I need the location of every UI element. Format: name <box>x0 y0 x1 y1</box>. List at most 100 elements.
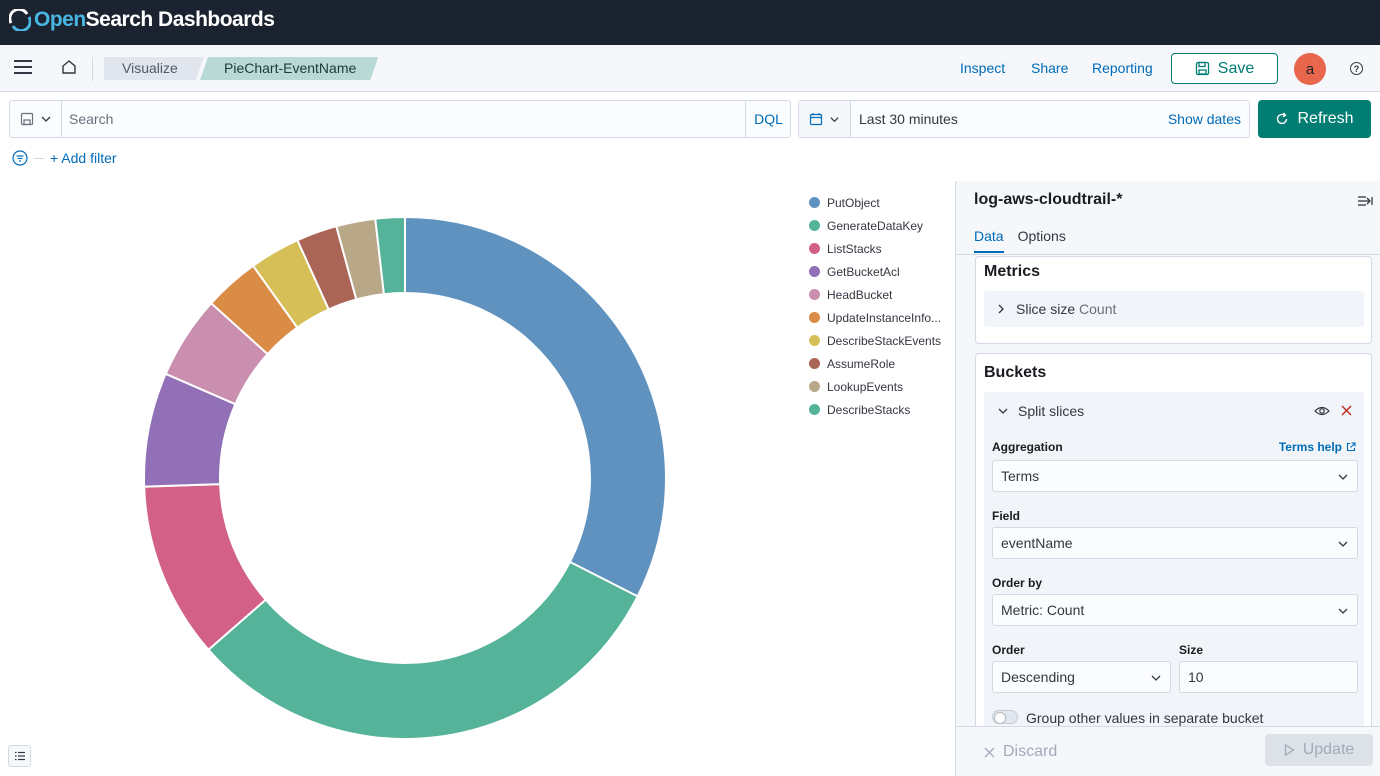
calendar-icon <box>809 113 823 126</box>
update-button[interactable]: Update <box>1265 734 1373 766</box>
help-icon[interactable]: ? <box>1350 62 1363 75</box>
index-pattern-title: log-aws-cloudtrail-* <box>974 191 1123 208</box>
order-select[interactable]: Descending <box>992 661 1171 693</box>
legend-swatch[interactable] <box>809 358 820 369</box>
metrics-title: Metrics <box>984 263 1041 280</box>
order-by-select[interactable]: Metric: Count <box>992 594 1358 626</box>
legend-swatch[interactable] <box>809 243 820 254</box>
aggregation-select[interactable]: Terms <box>992 460 1358 492</box>
add-filter-link[interactable]: + Add filter <box>50 150 117 166</box>
nav-divider <box>92 57 93 81</box>
legend-item[interactable]: HeadBucket <box>809 283 949 306</box>
refresh-label: Refresh <box>1297 110 1354 127</box>
legend-item[interactable]: UpdateInstanceInfo... <box>809 306 949 329</box>
time-picker: Last 30 minutes Show dates <box>798 100 1250 138</box>
saved-query-icon <box>20 112 33 126</box>
time-range-label[interactable]: Last 30 minutes <box>859 111 958 127</box>
legend-label: UpdateInstanceInfo... <box>827 310 942 325</box>
aggregation-label: Aggregation <box>992 440 1063 454</box>
legend-swatch[interactable] <box>809 335 820 346</box>
save-button[interactable]: Save <box>1171 53 1278 84</box>
discard-label: Discard <box>1003 743 1058 760</box>
chevron-down-icon <box>1151 675 1161 681</box>
legend-label: DescribeStacks <box>827 402 911 417</box>
chart-legend: PutObject GenerateDataKey ListStacks GetBuc… <box>809 191 949 421</box>
opensearch-logo[interactable]: OpenSearch Dashboards <box>9 8 275 32</box>
discard-button[interactable]: Discard <box>984 743 1057 761</box>
legend-swatch[interactable] <box>809 404 820 415</box>
show-dates-link[interactable]: Show dates <box>1167 111 1241 127</box>
legend-swatch[interactable] <box>809 266 820 277</box>
legend-item[interactable]: DescribeStackEvents <box>809 329 949 352</box>
menu-icon[interactable] <box>14 60 32 76</box>
saved-query-button[interactable] <box>10 101 62 137</box>
legend-swatch[interactable] <box>809 197 820 208</box>
size-value: 10 <box>1188 669 1204 685</box>
save-icon <box>1195 61 1209 76</box>
sidebar-tabs: Data Options <box>974 228 1066 253</box>
split-slices-label[interactable]: Split slices <box>1018 403 1085 419</box>
filter-options-icon[interactable] <box>12 150 28 166</box>
size-input[interactable]: 10 <box>1179 661 1358 693</box>
editor-sidebar: log-aws-cloudtrail-* Data Options Metric… <box>955 181 1380 776</box>
quick-select-button[interactable] <box>799 101 851 137</box>
pie-slice-10[interactable] <box>374 215 406 296</box>
query-language-button[interactable]: DQL <box>745 101 791 137</box>
tab-data[interactable]: Data <box>974 228 1004 253</box>
remove-icon[interactable] <box>1341 405 1352 416</box>
reporting-link[interactable]: Reporting <box>1092 60 1153 76</box>
legend-toggle-button[interactable] <box>8 745 31 767</box>
refresh-button[interactable]: Refresh <box>1258 100 1371 138</box>
legend-item[interactable]: LookupEvents <box>809 375 949 398</box>
filter-row: + Add filter <box>12 148 117 168</box>
avatar[interactable]: a <box>1294 53 1326 85</box>
aggregation-value: Terms <box>1001 468 1040 484</box>
share-link[interactable]: Share <box>1031 60 1069 76</box>
field-label: Field <box>992 509 1021 523</box>
filter-divider <box>34 157 44 159</box>
legend-label: DescribeStackEvents <box>827 333 942 348</box>
chevron-down-icon <box>1338 541 1348 547</box>
legend-item[interactable]: GetBucketAcl <box>809 260 949 283</box>
top-header: OpenSearch Dashboards <box>0 0 1380 45</box>
tab-options[interactable]: Options <box>1017 228 1066 244</box>
legend-item[interactable]: AssumeRole <box>809 352 949 375</box>
tabs-divider <box>956 254 1380 255</box>
legend-item[interactable]: GenerateDataKey <box>809 214 949 237</box>
play-icon <box>1284 744 1295 756</box>
group-other-switch[interactable] <box>992 710 1018 724</box>
legend-swatch[interactable] <box>809 381 820 392</box>
save-label: Save <box>1217 59 1255 77</box>
eye-icon[interactable] <box>1314 404 1330 418</box>
slice-size-accordion[interactable]: Slice size Count <box>984 291 1364 327</box>
breadcrumb-visualize[interactable]: Visualize <box>104 57 204 80</box>
legend-swatch[interactable] <box>809 220 820 231</box>
opensearch-mark-icon <box>9 9 31 31</box>
chevron-down-icon <box>41 116 50 122</box>
pie-chart[interactable] <box>0 181 800 776</box>
legend-swatch[interactable] <box>809 289 820 300</box>
home-icon[interactable] <box>60 58 78 76</box>
order-label: Order <box>992 643 1025 657</box>
legend-label: LookupEvents <box>827 379 904 394</box>
legend-item[interactable]: DescribeStacks <box>809 398 949 421</box>
inspect-link[interactable]: Inspect <box>960 60 1006 76</box>
legend-item[interactable]: ListStacks <box>809 237 949 260</box>
field-select[interactable]: eventName <box>992 527 1358 559</box>
visualization-panel: PutObject GenerateDataKey ListStacks GetBuc… <box>0 181 955 776</box>
navigation-bar: Visualize PieChart-EventName Inspect Sha… <box>0 45 1380 92</box>
legend-swatch[interactable] <box>809 312 820 323</box>
collapse-sidebar-icon[interactable] <box>1357 194 1373 208</box>
search-input[interactable]: Search <box>69 111 114 127</box>
pie-slice-1[interactable] <box>404 215 667 598</box>
chevron-down-icon[interactable] <box>997 405 1009 417</box>
legend-label: ListStacks <box>827 241 882 256</box>
legend-label: HeadBucket <box>827 287 893 302</box>
legend-item[interactable]: PutObject <box>809 191 949 214</box>
terms-help-link[interactable]: Terms help <box>1279 440 1356 454</box>
logo-text-open: Open <box>34 8 86 31</box>
query-bar: Search DQL <box>9 100 791 138</box>
order-value: Descending <box>1001 669 1075 685</box>
update-label: Update <box>1302 741 1355 758</box>
pie-slice-2[interactable] <box>207 560 639 740</box>
